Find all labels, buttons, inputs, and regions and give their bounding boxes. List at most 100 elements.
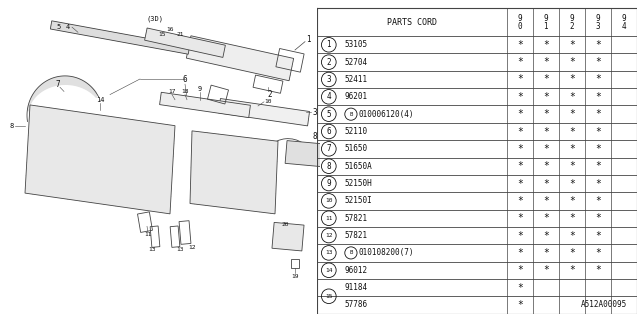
Text: 3: 3 <box>313 108 317 117</box>
Text: *: * <box>517 161 523 171</box>
Text: *: * <box>569 231 575 241</box>
Text: 9
1: 9 1 <box>543 14 548 31</box>
Text: *: * <box>595 144 601 154</box>
Text: 9
2: 9 2 <box>570 14 574 31</box>
Polygon shape <box>285 140 325 167</box>
Text: *: * <box>569 40 575 50</box>
Text: PARTS CORD: PARTS CORD <box>387 18 437 27</box>
Text: 52150I: 52150I <box>345 196 372 205</box>
Text: 9: 9 <box>198 86 202 92</box>
Text: 20: 20 <box>281 222 289 227</box>
Text: 7: 7 <box>56 80 60 89</box>
Text: 18: 18 <box>181 89 189 94</box>
Text: *: * <box>595 196 601 206</box>
Text: 91184: 91184 <box>345 283 368 292</box>
Text: *: * <box>517 40 523 50</box>
Text: 10: 10 <box>264 99 272 104</box>
Text: 14: 14 <box>325 268 333 273</box>
Polygon shape <box>272 222 304 251</box>
Polygon shape <box>218 99 310 126</box>
Text: *: * <box>569 179 575 188</box>
Text: *: * <box>517 300 523 310</box>
Text: *: * <box>517 126 523 137</box>
Text: *: * <box>595 109 601 119</box>
Text: 12: 12 <box>188 244 196 250</box>
Text: *: * <box>517 179 523 188</box>
Text: 8: 8 <box>10 123 14 129</box>
Text: 010006120(4): 010006120(4) <box>358 110 413 119</box>
Text: *: * <box>517 75 523 84</box>
Text: *: * <box>595 179 601 188</box>
Text: 96201: 96201 <box>345 92 368 101</box>
Text: 11: 11 <box>144 232 152 237</box>
Text: *: * <box>517 196 523 206</box>
Text: 21: 21 <box>176 32 184 37</box>
Text: 3: 3 <box>326 75 331 84</box>
Text: 5: 5 <box>57 24 61 30</box>
Text: 15: 15 <box>158 32 166 37</box>
Text: 13: 13 <box>325 251 333 255</box>
Text: *: * <box>569 92 575 102</box>
Text: *: * <box>595 231 601 241</box>
Text: 13: 13 <box>148 247 156 252</box>
Text: *: * <box>517 283 523 292</box>
Text: *: * <box>595 40 601 50</box>
Text: *: * <box>595 126 601 137</box>
Text: *: * <box>569 248 575 258</box>
Text: *: * <box>595 57 601 67</box>
Polygon shape <box>190 131 278 214</box>
Text: *: * <box>543 92 548 102</box>
Text: B: B <box>349 112 353 117</box>
Text: *: * <box>517 231 523 241</box>
Text: 57821: 57821 <box>345 214 368 223</box>
Text: B: B <box>349 251 353 255</box>
Text: 17: 17 <box>168 89 176 94</box>
Text: 6: 6 <box>182 75 188 84</box>
Text: 52110: 52110 <box>345 127 368 136</box>
Text: 15: 15 <box>325 294 333 299</box>
Text: 52150H: 52150H <box>345 179 372 188</box>
Text: *: * <box>569 144 575 154</box>
Text: *: * <box>543 109 548 119</box>
Text: *: * <box>569 109 575 119</box>
Text: 52411: 52411 <box>345 75 368 84</box>
Text: *: * <box>543 144 548 154</box>
Polygon shape <box>186 36 294 81</box>
Text: 4: 4 <box>326 92 331 101</box>
Text: 9
0: 9 0 <box>518 14 522 31</box>
Text: 7: 7 <box>326 144 331 153</box>
Text: 2: 2 <box>268 90 272 99</box>
Text: 16: 16 <box>166 27 173 32</box>
Text: *: * <box>595 75 601 84</box>
Text: *: * <box>569 196 575 206</box>
Text: *: * <box>595 161 601 171</box>
Text: 1: 1 <box>326 40 331 49</box>
Polygon shape <box>145 28 225 57</box>
Text: *: * <box>517 248 523 258</box>
Text: 12: 12 <box>325 233 333 238</box>
Text: *: * <box>517 213 523 223</box>
Text: *: * <box>595 248 601 258</box>
Text: 57821: 57821 <box>345 231 368 240</box>
Text: 2: 2 <box>326 58 331 67</box>
Text: *: * <box>543 231 548 241</box>
Text: 9
3: 9 3 <box>595 14 600 31</box>
Polygon shape <box>159 92 250 117</box>
Text: *: * <box>543 57 548 67</box>
Text: *: * <box>595 213 601 223</box>
Text: 53105: 53105 <box>345 40 368 49</box>
Text: *: * <box>595 92 601 102</box>
Text: 4: 4 <box>66 24 70 30</box>
Text: *: * <box>543 179 548 188</box>
Text: 10: 10 <box>325 198 333 204</box>
Text: *: * <box>543 213 548 223</box>
Polygon shape <box>51 21 189 54</box>
Text: *: * <box>569 213 575 223</box>
Text: *: * <box>517 265 523 275</box>
Text: 8: 8 <box>326 162 331 171</box>
Text: 1: 1 <box>306 35 310 44</box>
Text: *: * <box>543 126 548 137</box>
Text: A512A00095: A512A00095 <box>580 300 627 309</box>
Text: *: * <box>543 265 548 275</box>
Text: *: * <box>569 75 575 84</box>
